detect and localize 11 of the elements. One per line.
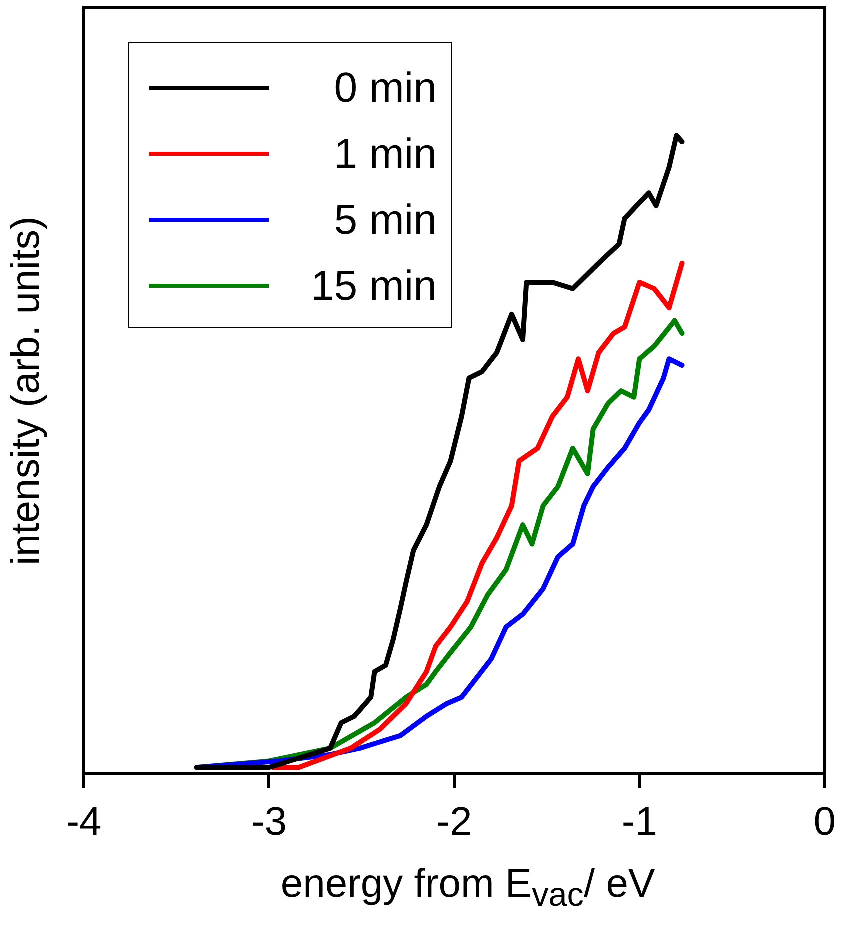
x-tick-label: -4 (66, 800, 102, 844)
legend-label: 5 min (333, 196, 437, 244)
legend-label: 0 min (333, 64, 437, 112)
x-axis-title: energy from E$_{vac}$/ eV (280, 862, 656, 915)
x-tick-label: -3 (251, 800, 288, 844)
x-tick-label: -2 (436, 800, 472, 844)
y-axis-title: intensity (arb. units) (4, 216, 48, 566)
legend-label: 15 min (310, 262, 437, 310)
x-tick-label: 0 (814, 800, 836, 844)
legend-label: 1 min (333, 130, 437, 178)
x-tick-label: -1 (622, 800, 658, 844)
